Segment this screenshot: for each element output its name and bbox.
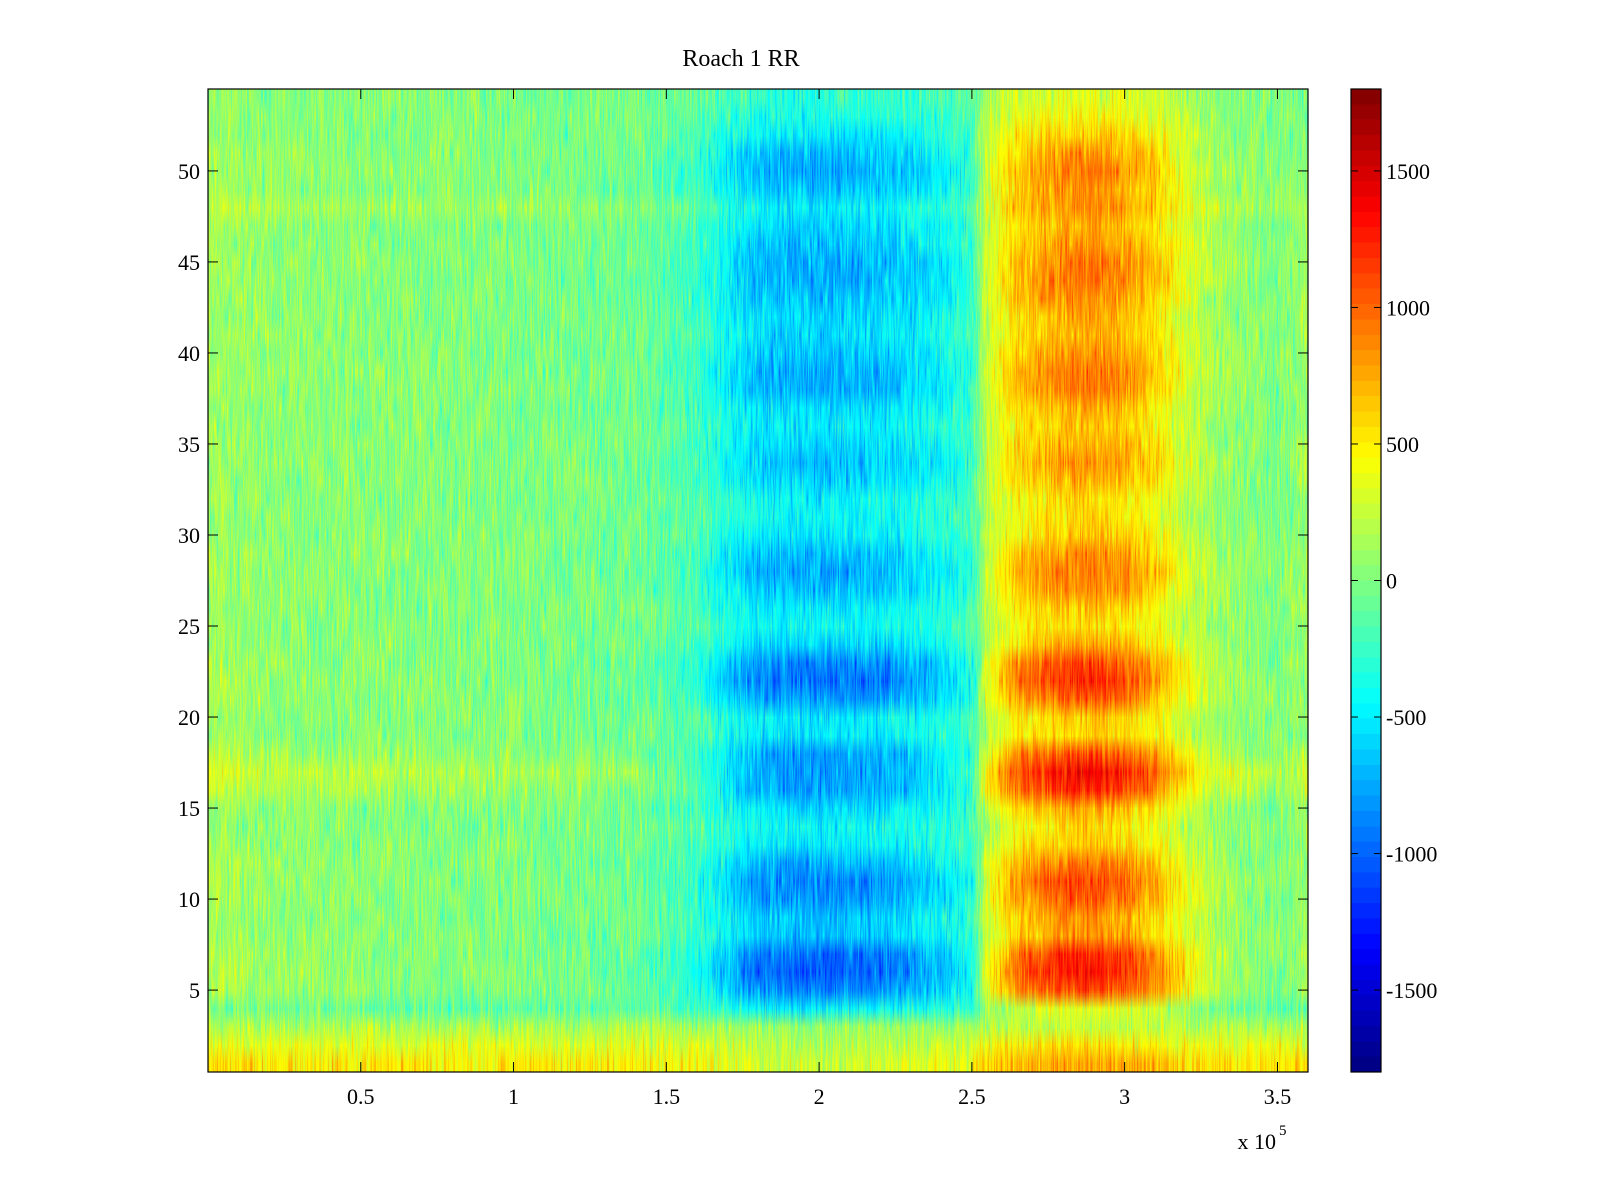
chart-title: Roach 1 RR <box>682 46 799 72</box>
x-axis-exponent-power: 5 <box>1279 1123 1287 1139</box>
x-tick-label: 1.5 <box>653 1084 681 1109</box>
x-tick-label: 2.5 <box>958 1084 986 1109</box>
colorbar-tick-label: -500 <box>1386 705 1426 730</box>
x-tick-label: 1 <box>508 1084 519 1109</box>
x-tick-label: 3.5 <box>1264 1084 1292 1109</box>
colorbar-tick-label: 1000 <box>1386 295 1430 320</box>
y-tick-label: 45 <box>178 250 200 275</box>
x-tick-label: 3 <box>1119 1084 1130 1109</box>
y-tick-label: 5 <box>189 978 200 1003</box>
heatmap-plot-area <box>207 88 1309 1073</box>
plot-frame <box>207 88 1309 1073</box>
y-tick-label: 35 <box>178 432 200 457</box>
x-axis-exponent-label: x 10 <box>1238 1129 1277 1154</box>
y-tick-label: 10 <box>178 887 200 912</box>
colorbar-tick-label: -1500 <box>1386 978 1437 1003</box>
y-tick-label: 20 <box>178 705 200 730</box>
colorbar-tick-label: 1500 <box>1386 159 1430 184</box>
y-axis: 5 10 15 20 25 30 35 40 45 50 <box>178 159 1308 1003</box>
colorbar-tick-label: 0 <box>1386 569 1397 594</box>
heatmap-image <box>208 89 1308 1072</box>
y-tick-label: 30 <box>178 523 200 548</box>
x-tick-label: 2 <box>814 1084 825 1109</box>
y-tick-label: 15 <box>178 796 200 821</box>
x-tick-label: 0.5 <box>347 1084 375 1109</box>
colorbar: -1500 -1000 -500 0 500 1000 1500 <box>1350 88 1437 1073</box>
colorbar-tick-label: -1000 <box>1386 842 1437 867</box>
y-tick-label: 25 <box>178 614 200 639</box>
y-tick-label: 40 <box>178 341 200 366</box>
colorbar-ticks: -1500 -1000 -500 0 500 1000 1500 <box>1351 159 1437 1003</box>
x-axis: 0.5 1 1.5 2 2.5 3 3.5 <box>347 89 1291 1109</box>
colorbar-tick-label: 500 <box>1386 432 1419 457</box>
y-tick-label: 50 <box>178 159 200 184</box>
